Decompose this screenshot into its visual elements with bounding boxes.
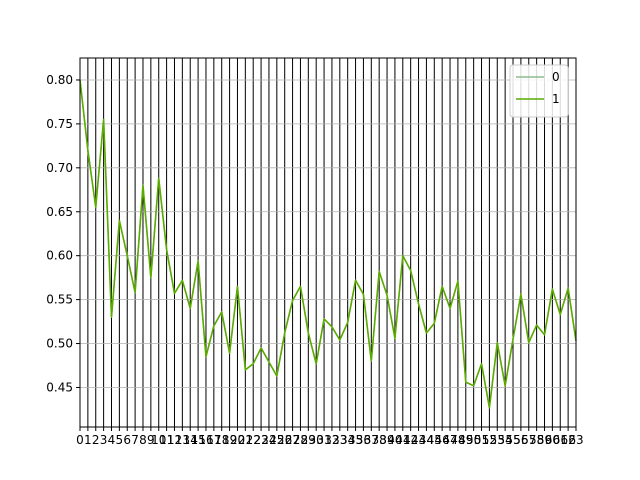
x-tick-label: 46 bbox=[435, 433, 450, 447]
x-tick-label: 38 bbox=[372, 433, 387, 447]
x-tick-label: 10 bbox=[151, 433, 166, 447]
x-tick-label: 2 bbox=[92, 433, 100, 447]
x-tick-label: 35 bbox=[348, 433, 363, 447]
y-tick-label: 0.55 bbox=[46, 293, 73, 307]
x-tick-label: 8 bbox=[139, 433, 147, 447]
x-tick-label: 54 bbox=[498, 433, 513, 447]
x-tick-label: 20 bbox=[230, 433, 245, 447]
x-tick-label: 3 bbox=[100, 433, 108, 447]
x-tick-label: 44 bbox=[419, 433, 434, 447]
x-tick-label: 7 bbox=[131, 433, 139, 447]
legend-label: 0 bbox=[552, 70, 560, 84]
x-tick-label: 41 bbox=[395, 433, 410, 447]
axes-frame bbox=[79, 57, 577, 428]
legend: 01 bbox=[509, 64, 569, 118]
legend-label: 1 bbox=[552, 92, 560, 106]
x-tick-label: 32 bbox=[324, 433, 339, 447]
x-tick-label: 21 bbox=[238, 433, 253, 447]
x-tick-label: 33 bbox=[332, 433, 347, 447]
x-tick-label: 1 bbox=[84, 433, 92, 447]
x-tick-label: 60 bbox=[545, 433, 560, 447]
y-tick-label: 0.65 bbox=[46, 205, 73, 219]
x-tick-label: 63 bbox=[568, 433, 583, 447]
y-tick-label: 0.60 bbox=[46, 249, 73, 263]
x-tick-label: 25 bbox=[269, 433, 284, 447]
x-tick-label: 42 bbox=[403, 433, 418, 447]
y-tick-label: 0.45 bbox=[46, 380, 73, 394]
x-tick-label: 51 bbox=[474, 433, 489, 447]
x-tick-label: 28 bbox=[293, 433, 308, 447]
x-tick-label: 30 bbox=[309, 433, 324, 447]
y-tick-label: 0.70 bbox=[46, 161, 73, 175]
x-tick-label: 39 bbox=[379, 433, 394, 447]
x-tick-label: 43 bbox=[411, 433, 426, 447]
series-line-0 bbox=[79, 79, 577, 409]
x-tick-label: 53 bbox=[490, 433, 505, 447]
x-tick-label: 16 bbox=[198, 433, 213, 447]
x-tick-label: 37 bbox=[364, 433, 379, 447]
x-axis-ticks: 0 1 2 3 4 5 6 7 8 9101112131415161718192021222324… bbox=[76, 427, 584, 447]
x-tick-label: 56 bbox=[513, 433, 528, 447]
x-tick-label: 58 bbox=[529, 433, 544, 447]
x-tick-label: 15 bbox=[190, 433, 205, 447]
series-line-1 bbox=[79, 79, 577, 409]
x-tick-label: 34 bbox=[340, 433, 355, 447]
x-tick-label: 50 bbox=[466, 433, 481, 447]
x-tick-label: 47 bbox=[442, 433, 457, 447]
x-tick-label: 59 bbox=[537, 433, 552, 447]
y-axis-ticks: 0.45 0.50 0.55 0.60 0.65 0.70 0.75 0.80 bbox=[46, 73, 80, 394]
x-tick-label: 49 bbox=[458, 433, 473, 447]
x-tick-label: 0 bbox=[76, 433, 84, 447]
x-tick-label: 52 bbox=[482, 433, 497, 447]
x-tick-label: 62 bbox=[560, 433, 575, 447]
x-tick-label: 11 bbox=[159, 433, 174, 447]
x-tick-label: 26 bbox=[277, 433, 292, 447]
x-tick-label: 13 bbox=[175, 433, 190, 447]
x-tick-label: 19 bbox=[222, 433, 237, 447]
x-tick-label: 4 bbox=[108, 433, 116, 447]
series-lines bbox=[79, 79, 577, 409]
x-tick-label: 40 bbox=[387, 433, 402, 447]
y-tick-label: 0.75 bbox=[46, 117, 73, 131]
vertical-gridlines bbox=[79, 58, 577, 427]
legend-box bbox=[509, 64, 569, 118]
y-tick-label: 0.80 bbox=[46, 73, 73, 87]
x-tick-label: 36 bbox=[356, 433, 371, 447]
x-tick-label: 55 bbox=[505, 433, 520, 447]
x-tick-label: 5 bbox=[116, 433, 124, 447]
x-tick-label: 27 bbox=[285, 433, 300, 447]
x-tick-label: 12 bbox=[167, 433, 182, 447]
x-tick-label: 57 bbox=[521, 433, 536, 447]
y-tick-label: 0.50 bbox=[46, 337, 73, 351]
x-tick-label: 14 bbox=[183, 433, 198, 447]
x-tick-label: 61 bbox=[553, 433, 568, 447]
x-tick-label: 23 bbox=[253, 433, 268, 447]
x-tick-label: 22 bbox=[246, 433, 261, 447]
x-tick-label: 48 bbox=[450, 433, 465, 447]
x-tick-label: 24 bbox=[261, 433, 276, 447]
x-tick-label: 29 bbox=[301, 433, 316, 447]
x-tick-label: 31 bbox=[316, 433, 331, 447]
x-tick-label: 18 bbox=[214, 433, 229, 447]
x-tick-label: 17 bbox=[206, 433, 221, 447]
x-tick-label: 9 bbox=[147, 433, 155, 447]
x-tick-label: 6 bbox=[123, 433, 131, 447]
x-tick-label: 45 bbox=[427, 433, 442, 447]
